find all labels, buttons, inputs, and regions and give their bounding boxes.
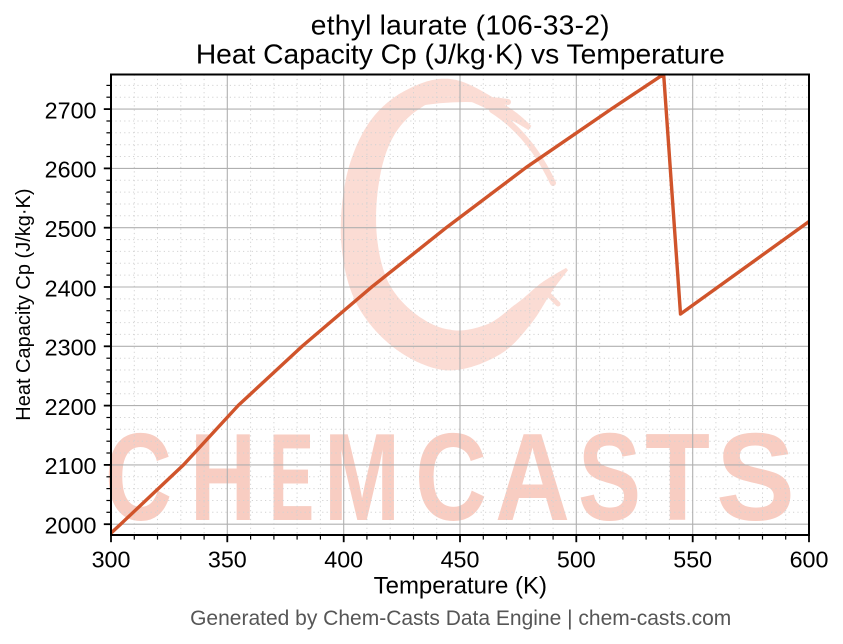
svg-text:450: 450 (441, 547, 480, 573)
svg-text:400: 400 (324, 547, 363, 573)
svg-text:600: 600 (790, 547, 829, 573)
svg-text:2600: 2600 (45, 157, 97, 183)
svg-text:Heat Capacity Cp (J/kg·K): Heat Capacity Cp (J/kg·K) (13, 188, 35, 420)
svg-text:S: S (578, 409, 641, 547)
svg-text:2000: 2000 (45, 513, 97, 539)
svg-text:2500: 2500 (45, 216, 97, 242)
svg-text:500: 500 (557, 547, 596, 573)
svg-text:2200: 2200 (45, 394, 97, 420)
svg-text:300: 300 (92, 547, 131, 573)
svg-text:550: 550 (673, 547, 712, 573)
svg-text:T: T (645, 409, 710, 547)
svg-text:Heat Capacity Cp (J/kg·K) vs T: Heat Capacity Cp (J/kg·K) vs Temperature (196, 38, 725, 70)
svg-text:A: A (495, 409, 570, 547)
svg-text:ethyl laurate (106-33-2): ethyl laurate (106-33-2) (311, 9, 610, 41)
svg-text:2300: 2300 (45, 335, 97, 361)
svg-text:2400: 2400 (45, 275, 97, 301)
svg-text:350: 350 (208, 547, 247, 573)
svg-text:Temperature (K): Temperature (K) (374, 573, 547, 600)
svg-text:2100: 2100 (45, 453, 97, 479)
svg-text:2700: 2700 (45, 97, 97, 123)
svg-text:Generated by Chem-Casts Data E: Generated by Chem-Casts Data Engine | ch… (190, 607, 731, 630)
